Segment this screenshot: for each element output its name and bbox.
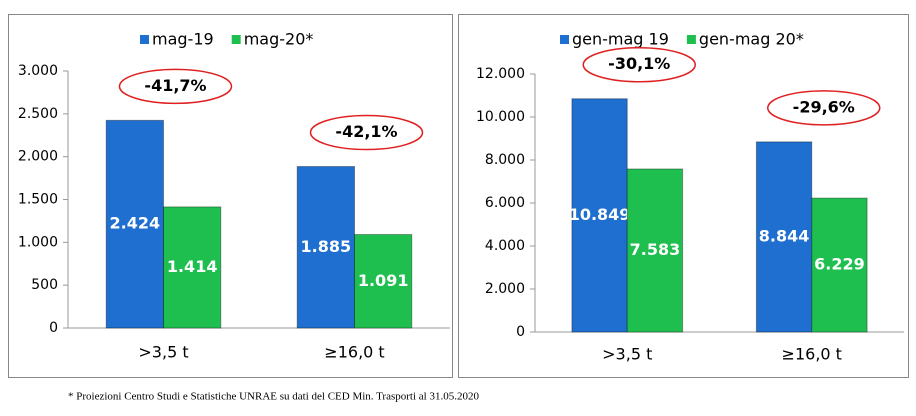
y-tick-label: 3.000 bbox=[18, 63, 58, 79]
legend-label: gen-mag 20* bbox=[699, 30, 804, 49]
annotation-ellipse bbox=[309, 114, 424, 151]
value-label: 10.849 bbox=[569, 205, 631, 224]
bar bbox=[296, 166, 356, 329]
chart-frame bbox=[8, 14, 453, 378]
y-tick-label: 4.000 bbox=[485, 238, 525, 254]
y-tick-label: 6.000 bbox=[485, 195, 525, 211]
footnote: * Proiezioni Centro Studi e Statistiche … bbox=[68, 391, 479, 403]
legend-swatch bbox=[560, 35, 569, 44]
legend-label: mag-19 bbox=[152, 30, 214, 49]
chart-frame bbox=[458, 14, 909, 378]
bar bbox=[755, 141, 813, 333]
x-tick-label: >3,5 t bbox=[138, 343, 188, 362]
annotation: -41,7% bbox=[144, 76, 206, 95]
bar bbox=[105, 119, 164, 329]
value-label: 2.424 bbox=[110, 214, 161, 233]
y-tick-label: 10.000 bbox=[476, 109, 525, 125]
y-tick-label: 2.000 bbox=[18, 149, 58, 165]
legend-swatch bbox=[140, 35, 149, 44]
annotation: -42,1% bbox=[335, 122, 397, 141]
y-tick-label: 1.500 bbox=[18, 192, 58, 208]
x-tick-label: ≥16,0 t bbox=[324, 343, 384, 362]
bar bbox=[571, 98, 628, 333]
bar bbox=[354, 234, 413, 329]
y-tick-label: 0 bbox=[516, 324, 525, 340]
value-label: 8.844 bbox=[759, 226, 810, 245]
annotation: -29,6% bbox=[793, 97, 855, 116]
x-tick-label: ≥16,0 t bbox=[782, 345, 842, 364]
y-tick-label: 1.000 bbox=[18, 234, 58, 250]
y-tick-label: 500 bbox=[31, 277, 58, 293]
bar bbox=[163, 206, 222, 329]
y-tick-label: 2.000 bbox=[485, 281, 525, 297]
y-tick-label: 8.000 bbox=[485, 152, 525, 168]
y-tick-label: 0 bbox=[49, 320, 58, 336]
annotation-ellipse bbox=[767, 90, 881, 126]
legend-label: gen-mag 19 bbox=[572, 30, 669, 49]
value-label: 6.229 bbox=[814, 255, 865, 274]
value-label: 7.583 bbox=[630, 240, 681, 259]
bar bbox=[811, 197, 868, 333]
value-label: 1.414 bbox=[167, 257, 218, 276]
bar bbox=[626, 168, 684, 333]
x-tick-label: >3,5 t bbox=[602, 345, 652, 364]
legend-swatch bbox=[686, 35, 696, 44]
annotation-ellipse bbox=[582, 46, 696, 83]
value-label: 1.885 bbox=[301, 237, 352, 256]
annotation-ellipse bbox=[118, 68, 233, 105]
y-tick-label: 12.000 bbox=[476, 66, 525, 82]
legend-swatch bbox=[231, 35, 241, 44]
y-tick-label: 2.500 bbox=[18, 106, 58, 122]
annotation: -30,1% bbox=[608, 54, 670, 73]
value-label: 1.091 bbox=[358, 271, 409, 290]
legend-label: mag-20* bbox=[244, 30, 314, 49]
